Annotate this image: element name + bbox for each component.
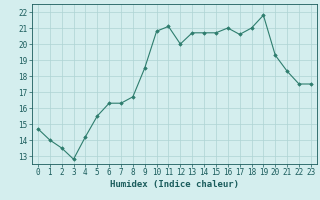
X-axis label: Humidex (Indice chaleur): Humidex (Indice chaleur) (110, 180, 239, 189)
